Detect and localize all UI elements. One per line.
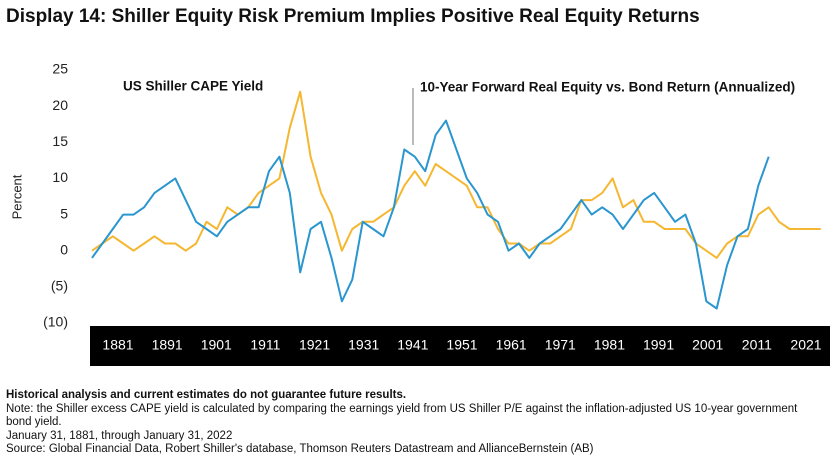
y-tick-label: (10) bbox=[43, 314, 68, 330]
note: Note: the Shiller excess CAPE yield is c… bbox=[6, 402, 798, 429]
note: January 31, 1881, through January 31, 20… bbox=[6, 429, 233, 442]
annotation: US Shiller CAPE Yield bbox=[123, 79, 263, 94]
x-tick-label: 1921 bbox=[299, 337, 330, 353]
x-tick-label: 1991 bbox=[643, 337, 674, 353]
x-tick-label: 1941 bbox=[397, 337, 428, 353]
x-tick-label: 1971 bbox=[545, 337, 576, 353]
y-tick-label: (5) bbox=[51, 278, 68, 294]
x-tick-label: 1901 bbox=[201, 337, 232, 353]
chart: Percent US Shiller CAPE Yield 10-Year Fo… bbox=[9, 61, 830, 366]
x-tick-label: 1881 bbox=[102, 337, 133, 353]
data-line bbox=[91, 119, 770, 310]
x-axis-band bbox=[90, 326, 830, 366]
x-tick-label: 2001 bbox=[692, 337, 723, 353]
annotation: 10-Year Forward Real Equity vs. Bond Ret… bbox=[420, 80, 795, 95]
x-tick-label: 1981 bbox=[594, 337, 625, 353]
plot bbox=[91, 90, 821, 310]
y-tick-label: 0 bbox=[60, 241, 68, 257]
x-tick-label: 2011 bbox=[742, 337, 772, 353]
y-tick-label: 25 bbox=[52, 61, 68, 77]
x-tick-label: 1891 bbox=[152, 337, 183, 353]
y-tick-label: 15 bbox=[52, 133, 68, 149]
data-line bbox=[91, 90, 821, 259]
notes: Historical analysis and current estimate… bbox=[6, 389, 826, 457]
y-axis-label: Percent bbox=[9, 174, 24, 219]
note: Source: Global Financial Data, Robert Sh… bbox=[6, 443, 594, 456]
y-tick-label: 10 bbox=[52, 169, 68, 185]
disclaimer: Historical analysis and current estimate… bbox=[6, 389, 407, 401]
chart-title: Display 14: Shiller Equity Risk Premium … bbox=[6, 6, 700, 27]
x-tick-label: 1931 bbox=[348, 337, 379, 353]
x-tick-label: 1951 bbox=[446, 337, 477, 353]
y-tick-label: 20 bbox=[52, 97, 68, 113]
x-tick-label: 1911 bbox=[250, 337, 280, 353]
x-tick-label: 2021 bbox=[790, 337, 821, 353]
y-tick-label: 5 bbox=[60, 205, 68, 221]
x-tick-label: 1961 bbox=[496, 337, 527, 353]
